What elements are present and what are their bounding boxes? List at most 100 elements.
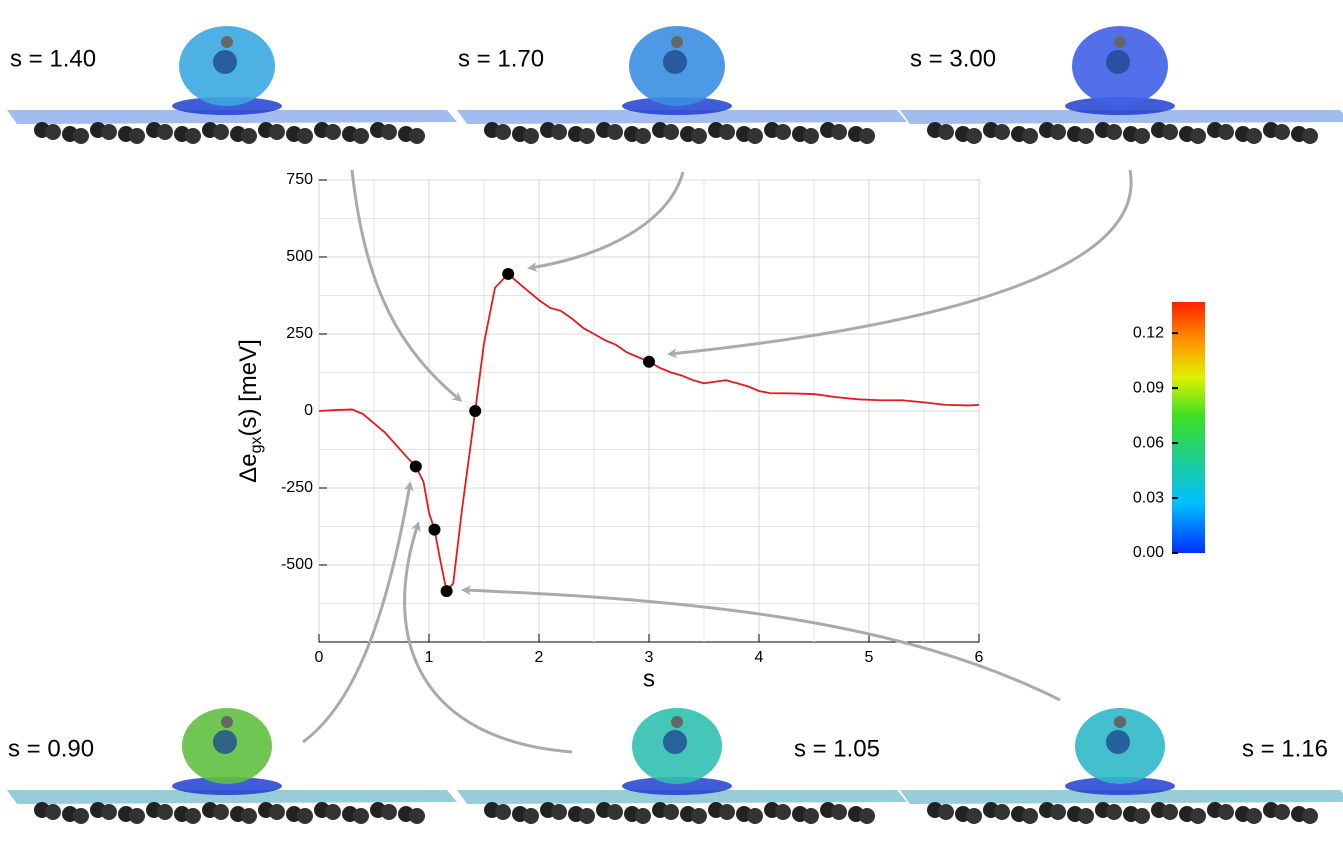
panel-label: s = 1.40 bbox=[10, 45, 96, 72]
colorbar-tick-label: 0.09 bbox=[1133, 379, 1164, 396]
x-tick-label: 4 bbox=[755, 649, 764, 666]
carbon-atom bbox=[269, 804, 285, 820]
carbon-atom bbox=[663, 804, 679, 820]
carbon-atom bbox=[803, 808, 819, 824]
carbon-atom bbox=[719, 804, 735, 820]
atom-o bbox=[1106, 730, 1130, 754]
atom-o bbox=[663, 50, 687, 74]
page: s = 1.40s = 1.70s = 3.00s = 0.90s = 1.05… bbox=[0, 0, 1343, 845]
x-tick-label: 5 bbox=[865, 649, 874, 666]
atom-h bbox=[221, 36, 233, 48]
colorbar-tick-label: 0.03 bbox=[1133, 489, 1164, 506]
carbon-atom bbox=[579, 128, 595, 144]
arrow bbox=[530, 172, 683, 268]
carbon-atom bbox=[691, 808, 707, 824]
carbon-atom bbox=[523, 128, 539, 144]
carbon-atom bbox=[409, 128, 425, 144]
carbon-atom bbox=[381, 804, 397, 820]
y-axis-label: Δegx(s) [meV] bbox=[235, 339, 265, 483]
x-axis-label: s bbox=[643, 665, 655, 692]
carbon-atom bbox=[607, 124, 623, 140]
carbon-atom bbox=[1274, 804, 1290, 820]
carbon-atom bbox=[101, 804, 117, 820]
carbon-atom bbox=[607, 804, 623, 820]
carbon-atom bbox=[1106, 804, 1122, 820]
carbon-atom bbox=[775, 124, 791, 140]
y-tick-label: -250 bbox=[281, 479, 313, 496]
carbon-atom bbox=[1134, 808, 1150, 824]
atom-o bbox=[663, 730, 687, 754]
carbon-atom bbox=[1302, 128, 1318, 144]
panel-label: s = 0.90 bbox=[8, 735, 94, 762]
atom-h bbox=[671, 716, 683, 728]
carbon-atom bbox=[185, 128, 201, 144]
carbon-atom bbox=[551, 124, 567, 140]
data-point bbox=[410, 460, 422, 472]
carbon-atom bbox=[719, 124, 735, 140]
carbon-atom bbox=[325, 124, 341, 140]
carbon-atom bbox=[1022, 808, 1038, 824]
y-tick-label: 500 bbox=[286, 248, 313, 265]
carbon-atom bbox=[1078, 128, 1094, 144]
carbon-atom bbox=[663, 124, 679, 140]
data-point bbox=[643, 356, 655, 368]
carbon-atom bbox=[101, 124, 117, 140]
carbon-atom bbox=[1218, 804, 1234, 820]
carbon-atom bbox=[1246, 128, 1262, 144]
carbon-atom bbox=[966, 808, 982, 824]
data-point bbox=[502, 268, 514, 280]
colorbar-tick-label: 0.00 bbox=[1133, 544, 1164, 561]
carbon-atom bbox=[129, 808, 145, 824]
atom-h bbox=[1114, 36, 1126, 48]
carbon-atom bbox=[691, 128, 707, 144]
carbon-atom bbox=[1078, 808, 1094, 824]
carbon-atom bbox=[297, 128, 313, 144]
carbon-atom bbox=[994, 804, 1010, 820]
arrow bbox=[352, 170, 460, 400]
carbon-atom bbox=[551, 804, 567, 820]
carbon-atom bbox=[297, 808, 313, 824]
carbon-atom bbox=[1190, 128, 1206, 144]
carbon-atom bbox=[73, 808, 89, 824]
carbon-atom bbox=[73, 128, 89, 144]
atom-o bbox=[213, 50, 237, 74]
carbon-atom bbox=[635, 128, 651, 144]
arrow bbox=[405, 524, 572, 752]
carbon-atom bbox=[241, 128, 257, 144]
carbon-atom bbox=[45, 804, 61, 820]
carbon-atom bbox=[269, 124, 285, 140]
x-tick-label: 0 bbox=[315, 649, 324, 666]
atom-h bbox=[671, 36, 683, 48]
carbon-atom bbox=[495, 124, 511, 140]
carbon-atom bbox=[213, 124, 229, 140]
colorbar bbox=[1172, 302, 1205, 553]
carbon-atom bbox=[859, 808, 875, 824]
atom-h bbox=[1114, 716, 1126, 728]
carbon-atom bbox=[381, 124, 397, 140]
carbon-atom bbox=[938, 804, 954, 820]
carbon-atom bbox=[1022, 128, 1038, 144]
x-tick-label: 1 bbox=[425, 649, 434, 666]
carbon-atom bbox=[185, 808, 201, 824]
carbon-atom bbox=[1274, 124, 1290, 140]
colorbar-axis: 0.000.030.060.090.12 bbox=[1133, 324, 1178, 561]
y-label-rest: (s) [meV] bbox=[235, 339, 262, 436]
carbon-atom bbox=[635, 808, 651, 824]
x-tick-label: 3 bbox=[645, 649, 654, 666]
carbon-atom bbox=[45, 124, 61, 140]
data-point bbox=[469, 405, 481, 417]
y-tick-label: -500 bbox=[281, 556, 313, 573]
carbon-atom bbox=[157, 124, 173, 140]
panel-label: s = 1.05 bbox=[794, 735, 880, 762]
carbon-atom bbox=[495, 804, 511, 820]
arrow bbox=[464, 590, 1060, 700]
panel-label: s = 1.16 bbox=[1242, 735, 1328, 762]
carbon-atom bbox=[409, 808, 425, 824]
data-point bbox=[429, 524, 441, 536]
carbon-atom bbox=[1134, 128, 1150, 144]
data-point bbox=[441, 585, 453, 597]
carbon-atom bbox=[747, 128, 763, 144]
carbon-atom bbox=[859, 128, 875, 144]
carbon-atom bbox=[775, 804, 791, 820]
